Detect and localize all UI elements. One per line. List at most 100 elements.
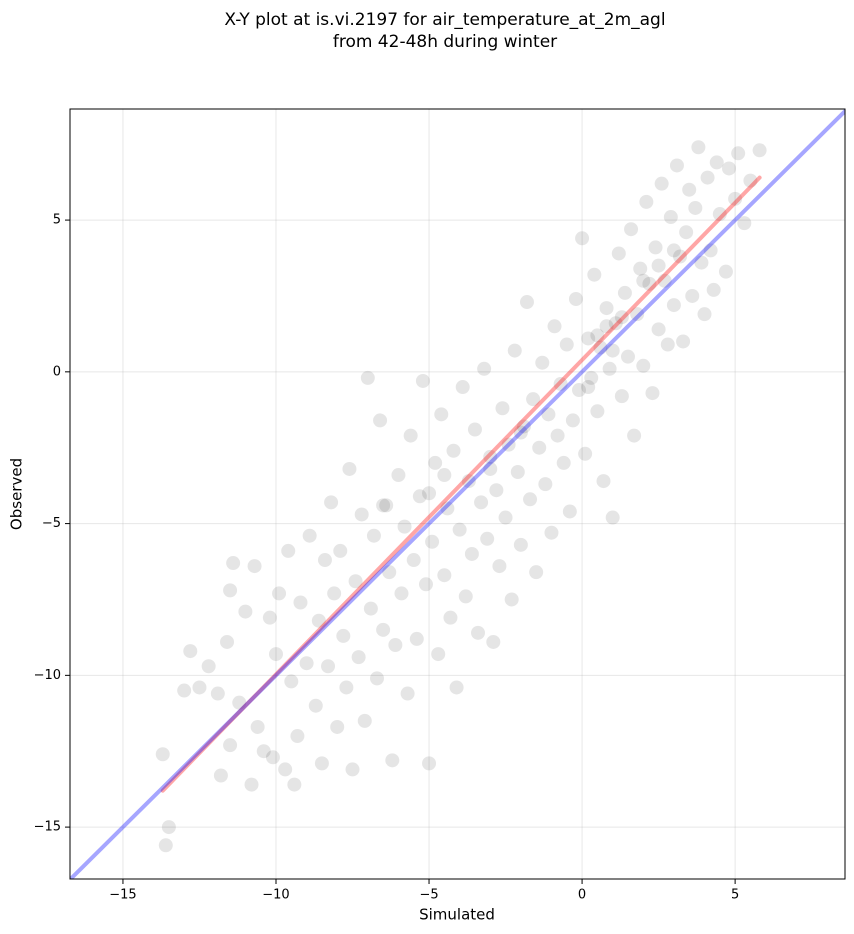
- point: [467, 422, 482, 437]
- point: [529, 565, 544, 580]
- point: [339, 680, 354, 695]
- point: [480, 531, 495, 546]
- point: [519, 295, 534, 310]
- point: [376, 622, 391, 637]
- point: [535, 355, 550, 370]
- point: [550, 428, 565, 443]
- x-tick-label: 5: [731, 888, 739, 903]
- point: [183, 644, 198, 659]
- point: [366, 528, 381, 543]
- point: [483, 449, 498, 464]
- point: [321, 659, 336, 674]
- point: [516, 419, 531, 434]
- point: [614, 389, 629, 404]
- point: [388, 637, 403, 652]
- point: [428, 455, 443, 470]
- point: [418, 577, 433, 592]
- point: [422, 756, 437, 771]
- point: [587, 267, 602, 282]
- point: [642, 276, 657, 291]
- x-tick-label: 0: [578, 888, 586, 903]
- point: [504, 592, 519, 607]
- point: [342, 461, 357, 476]
- point: [666, 298, 681, 313]
- point: [409, 631, 424, 646]
- point: [663, 210, 678, 225]
- point: [526, 392, 541, 407]
- point: [568, 291, 583, 306]
- point: [391, 468, 406, 483]
- y-tick-label: 0: [53, 364, 61, 379]
- point: [244, 777, 259, 792]
- point: [553, 376, 568, 391]
- point: [317, 553, 332, 568]
- point: [651, 258, 666, 273]
- x-tick-label: −15: [109, 888, 136, 903]
- point: [694, 255, 709, 270]
- point: [599, 301, 614, 316]
- point: [507, 343, 522, 358]
- point: [385, 753, 400, 768]
- point: [721, 161, 736, 176]
- point: [523, 492, 538, 507]
- point: [403, 428, 418, 443]
- point: [290, 729, 305, 744]
- point: [544, 525, 559, 540]
- point: [272, 586, 287, 601]
- point: [728, 191, 743, 206]
- point: [327, 586, 342, 601]
- point: [422, 486, 437, 501]
- point: [645, 386, 660, 401]
- point: [608, 316, 623, 331]
- point: [158, 838, 173, 853]
- point: [630, 307, 645, 322]
- chart-title: X-Y plot at is.vi.2197 for air_temperatu…: [224, 10, 665, 30]
- y-tick-label: −10: [34, 668, 61, 683]
- point: [617, 285, 632, 300]
- point: [474, 495, 489, 510]
- point: [556, 455, 571, 470]
- point: [406, 553, 421, 568]
- point: [483, 461, 498, 476]
- point: [400, 686, 415, 701]
- point: [559, 337, 574, 352]
- point: [455, 380, 470, 395]
- point: [513, 537, 528, 552]
- point: [685, 288, 700, 303]
- point: [489, 483, 504, 498]
- point: [357, 713, 372, 728]
- point: [602, 361, 617, 376]
- point: [336, 628, 351, 643]
- point: [262, 610, 277, 625]
- point: [700, 170, 715, 185]
- point: [250, 719, 265, 734]
- point: [348, 574, 363, 589]
- point: [293, 595, 308, 610]
- point: [354, 507, 369, 522]
- point: [376, 498, 391, 513]
- point: [345, 762, 360, 777]
- point: [593, 340, 608, 355]
- point: [651, 322, 666, 337]
- point: [501, 437, 516, 452]
- point: [510, 464, 525, 479]
- point: [425, 534, 440, 549]
- point: [443, 610, 458, 625]
- point: [639, 194, 654, 209]
- y-tick-label: −5: [42, 516, 61, 531]
- point: [302, 528, 317, 543]
- point: [431, 647, 446, 662]
- point: [605, 510, 620, 525]
- point: [155, 747, 170, 762]
- point: [394, 586, 409, 601]
- point: [691, 140, 706, 155]
- point: [363, 601, 378, 616]
- point: [461, 474, 476, 489]
- point: [238, 604, 253, 619]
- point: [161, 820, 176, 835]
- point: [581, 331, 596, 346]
- x-tick-label: −5: [419, 888, 438, 903]
- point: [614, 310, 629, 325]
- point: [532, 440, 547, 455]
